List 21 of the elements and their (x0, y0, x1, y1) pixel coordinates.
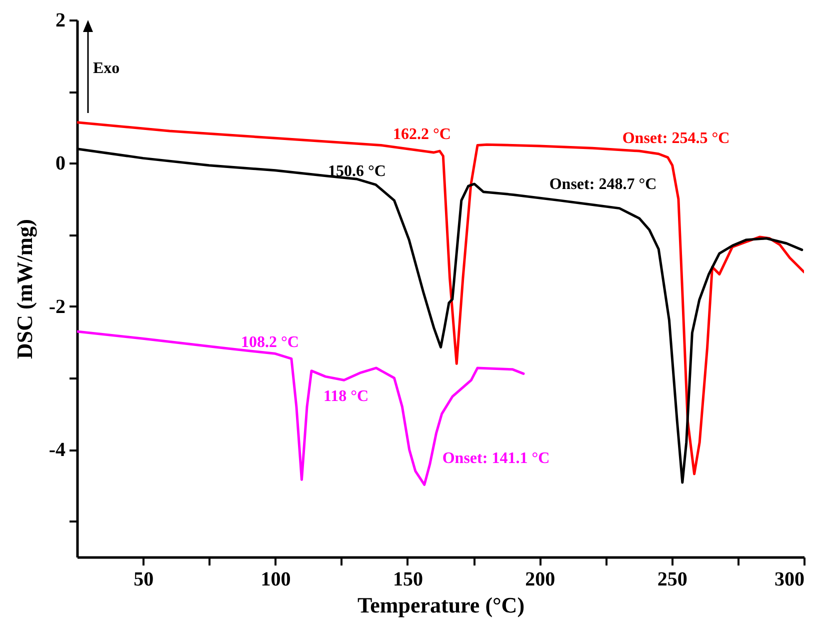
annotation: 150.6 °C (328, 163, 386, 180)
y-tick-label: -4 (48, 439, 66, 462)
x-tick-label: 300 (774, 568, 804, 590)
x-tick-label: 250 (657, 568, 688, 590)
y-tick-label: -2 (48, 296, 66, 318)
x-axis-title: Temperature (°C) (357, 592, 525, 618)
y-tick-label: 0 (56, 152, 66, 175)
y-axis-title: DSC (mW/mg) (12, 219, 37, 359)
annotation: 162.2 °C (393, 126, 451, 143)
x-tick-label: 200 (525, 568, 556, 590)
annotation: Onset: 141.1 °C (442, 450, 550, 467)
annotation: Onset: 248.7 °C (549, 176, 657, 193)
annotation: 118 °C (323, 388, 369, 405)
annotation: Onset: 254.5 °C (622, 130, 730, 147)
line-series (77, 330, 525, 486)
y-tick-label: 2 (56, 10, 66, 32)
x-tick-label: 100 (260, 568, 291, 590)
x-tick-label: 150 (392, 568, 423, 590)
x-tick-label: 50 (134, 568, 154, 590)
annotation: 108.2 °C (241, 334, 299, 351)
annotation: Exo (93, 60, 120, 77)
